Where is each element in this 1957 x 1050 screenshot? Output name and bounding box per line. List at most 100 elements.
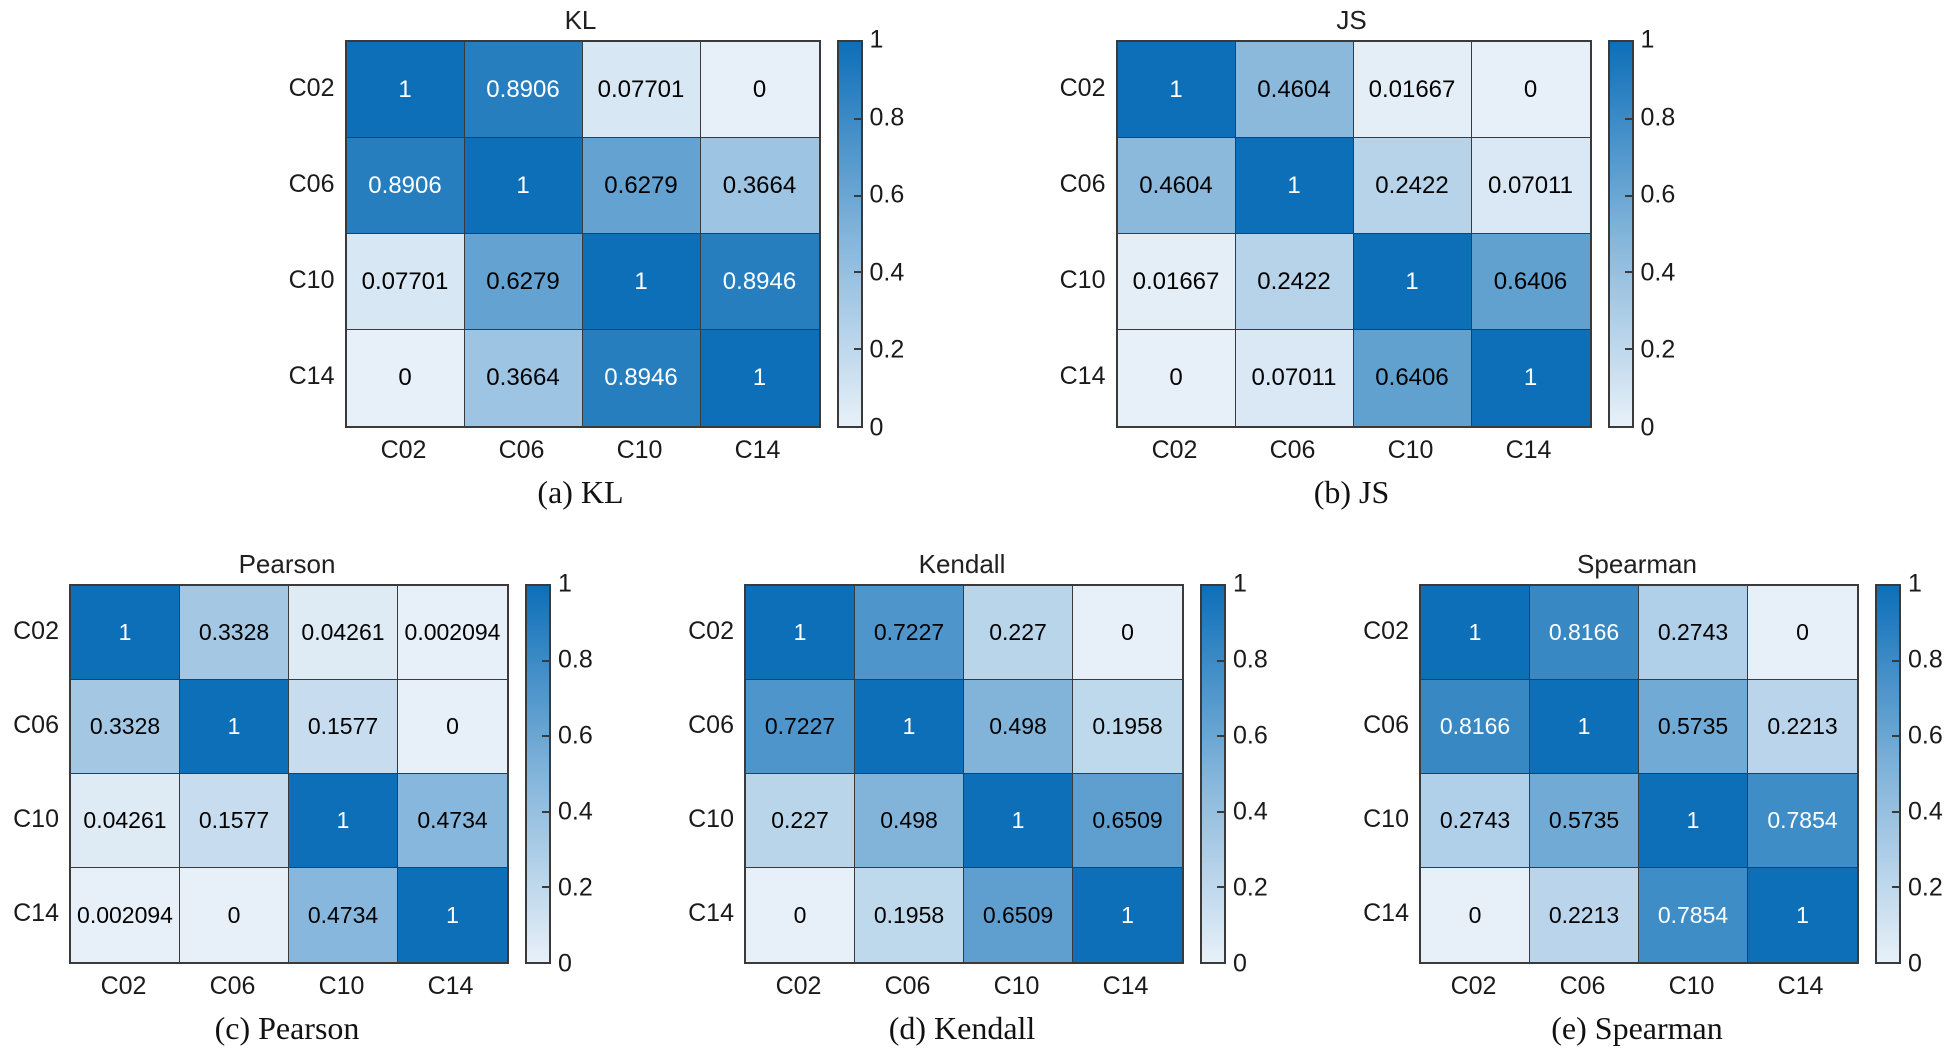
y-tick-label: C06: [688, 710, 734, 739]
heatmap-cell: 0.8166: [1530, 586, 1639, 680]
x-axis-labels: C02 C06 C10 C14: [1116, 436, 1697, 468]
x-tick-label: C06: [1269, 436, 1316, 464]
heatmap-cell: 1: [746, 586, 855, 680]
colorbar-tickmark: [1624, 348, 1632, 351]
colorbar-tick-label: 0.6: [1640, 180, 1676, 209]
heatmap-cell: 0: [1117, 330, 1236, 426]
heatmap-title: Pearson: [238, 549, 336, 579]
heatmap-cell: 0.3664: [464, 330, 583, 426]
colorbar: [1607, 40, 1634, 428]
colorbar: [525, 584, 551, 964]
y-tick-label: C10: [1363, 804, 1409, 833]
heatmap-cell: 1: [464, 138, 583, 234]
heatmap-cell: 0.227: [964, 586, 1073, 680]
heatmap-cell: 0: [1421, 868, 1530, 962]
y-tick-label: C10: [688, 804, 734, 833]
x-tick-label: C10: [616, 436, 663, 464]
heatmap-cell: 1: [582, 234, 701, 330]
heatmap-cell: 1: [964, 774, 1073, 868]
colorbar-area: 1 0.8 0.6 0.4 0.2 0: [1875, 571, 1957, 976]
x-tick-label: C02: [380, 436, 427, 464]
heatmap-cell: 0.6509: [964, 868, 1073, 962]
colorbar-tickmark: [1217, 810, 1224, 813]
colorbar-tickmark: [1892, 810, 1899, 813]
x-tick-label: C06: [209, 972, 256, 1000]
heatmap-panel: Pearson C02 C06 C10 C14 1 0.3328 0.04261 0.002…: [0, 546, 614, 1050]
colorbar-tick-label: 1: [869, 25, 884, 54]
heatmap-cell: 0.07701: [346, 234, 465, 330]
colorbar: [1875, 584, 1901, 964]
heatmap-cell: 0.8906: [464, 42, 583, 138]
x-tick-label: C06: [884, 972, 931, 1000]
heatmap-cell: 1: [71, 586, 180, 680]
heatmap-cell: 0.227: [746, 774, 855, 868]
heatmap-cell: 0.8166: [1421, 680, 1530, 774]
heatmap-body: C02 C06 C10 C14 1 0.8906 0.07701 0 0.8906 1 0.627…: [261, 27, 926, 440]
heatmap-cell: 0.3328: [71, 680, 180, 774]
x-tick-label: C06: [1559, 972, 1606, 1000]
heatmap-cell: 0.4604: [1117, 138, 1236, 234]
y-tick-label: C02: [288, 73, 335, 102]
heatmap-matrix: 1 0.8906 0.07701 0 0.8906 1 0.6279 0.3664 0.0770…: [344, 40, 821, 428]
heatmap-cell: 1: [346, 42, 465, 138]
heatmap-title: Kendall: [918, 549, 1006, 579]
colorbar-tick-label: 0.6: [1233, 721, 1268, 750]
y-tick-label: C14: [688, 898, 734, 927]
heatmap-cell: 0.04261: [71, 774, 180, 868]
colorbar-tickmark: [1217, 885, 1224, 888]
heatmap-cell: 0.6279: [582, 138, 701, 234]
colorbar-tick-label: 0: [869, 413, 884, 442]
colorbar-tick-label: 0.2: [558, 873, 593, 902]
y-axis-labels: C02 C06 C10 C14: [1032, 40, 1106, 428]
heatmap-cell: 1: [180, 680, 289, 774]
colorbar-tick-label: 0.4: [558, 797, 593, 826]
panel-caption: (a) KL: [537, 474, 624, 510]
x-tick-label: C14: [427, 972, 474, 1000]
colorbar-tick-labels: 1 0.8 0.6 0.4 0.2 0: [1233, 571, 1289, 976]
heatmap-cell: 0.07701: [582, 42, 701, 138]
heatmap-cell: 0.002094: [398, 586, 507, 680]
colorbar-tick-label: 0.8: [558, 645, 593, 674]
x-axis-labels: C02 C06 C10 C14: [69, 972, 614, 1004]
heatmap-cell: 0.4604: [1235, 42, 1354, 138]
heatmap-cell: 1: [1353, 234, 1472, 330]
colorbar-tickmark: [853, 271, 861, 274]
heatmap-body: C02 C06 C10 C14 1 0.7227 0.227 0 0.7227 1 0.498 0.…: [668, 571, 1289, 976]
heatmap-cell: 1: [398, 868, 507, 962]
x-tick-label: C14: [1777, 972, 1824, 1000]
colorbar-area: 1 0.8 0.6 0.4 0.2 0: [1607, 27, 1697, 440]
colorbar-tick-label: 0.8: [1233, 645, 1268, 674]
colorbar-tick-label: 0.8: [869, 103, 905, 132]
colorbar-tickmark: [1624, 194, 1632, 197]
panel-caption: (b) JS: [1313, 474, 1390, 510]
colorbar-tick-label: 1: [1233, 569, 1247, 598]
heatmap-cell: 0.6406: [1353, 330, 1472, 426]
y-tick-label: C06: [288, 169, 335, 198]
x-tick-label: C06: [498, 436, 545, 464]
colorbar-tick-label: 0.4: [1908, 797, 1943, 826]
panel-caption: (d) Kendall: [888, 1010, 1036, 1046]
heatmap-cell: 0.1577: [180, 774, 289, 868]
heatmap-cell: 0.07011: [1235, 330, 1354, 426]
y-tick-label: C02: [1059, 73, 1106, 102]
heatmap-matrix: 1 0.4604 0.01667 0 0.4604 1 0.2422 0.07011 0.016…: [1115, 40, 1592, 428]
heatmap-matrix: 1 0.3328 0.04261 0.002094 0.3328 1 0.1577 0 0.04…: [69, 584, 509, 964]
y-tick-label: C10: [288, 265, 335, 294]
colorbar-tick-labels: 1 0.8 0.6 0.4 0.2 0: [869, 27, 926, 440]
x-tick-label: C14: [734, 436, 781, 464]
heatmap-cell: 1: [289, 774, 398, 868]
x-tick-label: C14: [1505, 436, 1552, 464]
colorbar-tick-label: 0.4: [869, 258, 905, 287]
y-tick-label: C14: [1059, 361, 1106, 390]
heatmap-cell: 0.5735: [1530, 774, 1639, 868]
y-tick-label: C10: [1059, 265, 1106, 294]
top-row: KL C02 C06 C10 C14 1 0.8906 0.07701 0 0.8906 1 0.…: [0, 0, 1957, 514]
heatmap-cell: 0.2422: [1235, 234, 1354, 330]
x-tick-label: C02: [1151, 436, 1198, 464]
heatmap-cell: 0.3664: [700, 138, 819, 234]
y-tick-label: C14: [288, 361, 335, 390]
x-axis-labels: C02 C06 C10 C14: [744, 972, 1289, 1004]
colorbar-tickmark: [853, 194, 861, 197]
colorbar-tick-label: 0.4: [1640, 258, 1676, 287]
bottom-row: Pearson C02 C06 C10 C14 1 0.3328 0.04261 0.002…: [0, 546, 1957, 1050]
